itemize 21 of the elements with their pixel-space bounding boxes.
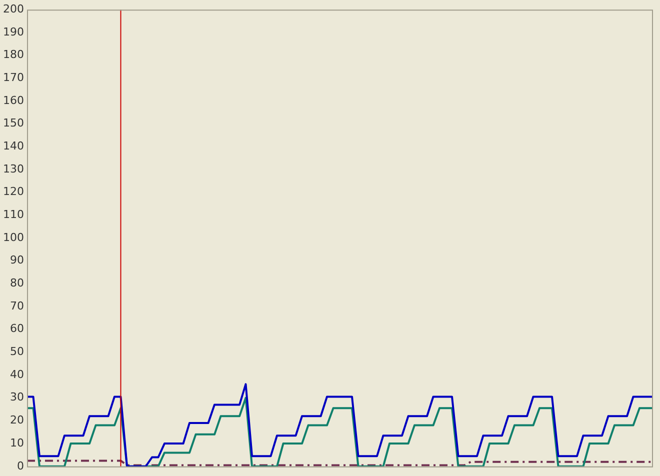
y-tick-label: 180 xyxy=(2,48,24,62)
y-tick-label: 150 xyxy=(2,116,24,130)
y-tick-label: 160 xyxy=(2,94,24,107)
y-tick-label: 40 xyxy=(10,368,24,381)
y-tick-label: 80 xyxy=(10,276,24,290)
y-tick-label: 130 xyxy=(2,162,24,176)
y-tick-label: 120 xyxy=(2,185,24,198)
y-tick-label: 190 xyxy=(2,25,24,38)
y-tick-label: 200 xyxy=(2,2,24,16)
y-tick-label: 50 xyxy=(10,345,24,358)
y-tick-label: 10 xyxy=(10,436,24,450)
y-tick-label: 60 xyxy=(10,322,24,336)
y-tick-label: 100 xyxy=(2,230,24,244)
y-tick-label: 140 xyxy=(2,140,24,152)
y-tick-label: 0 xyxy=(16,459,24,472)
y-tick-label: 170 xyxy=(2,70,24,84)
y-tick-label: 110 xyxy=(2,208,24,222)
y-tick-label: 20 xyxy=(10,414,24,427)
y-tick-label: 90 xyxy=(10,254,24,267)
y-tick-label: 70 xyxy=(10,299,24,312)
y-tick-label: 30 xyxy=(10,390,24,404)
